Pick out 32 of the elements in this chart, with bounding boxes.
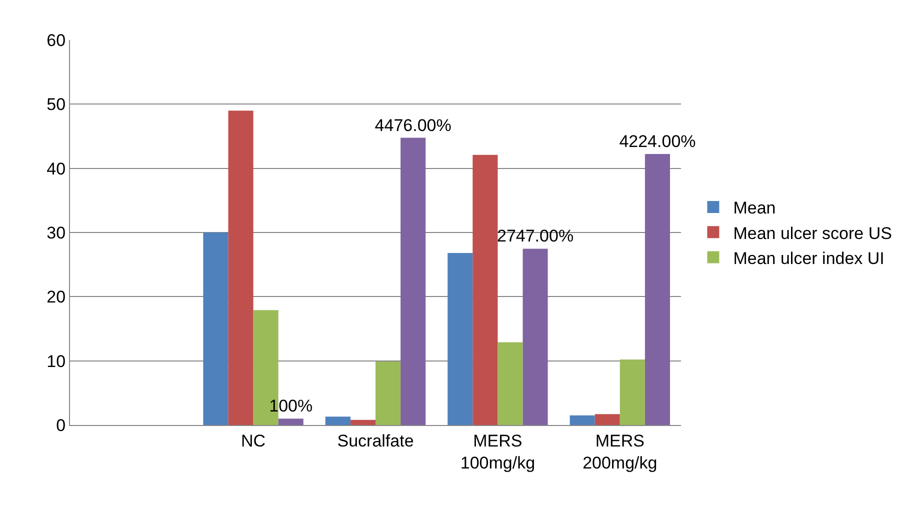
y-tick-label: 30 (46, 223, 66, 242)
bar (644, 154, 670, 425)
bar (570, 415, 595, 425)
bar (400, 138, 426, 425)
legend-label: Mean ulcer score US (733, 224, 892, 243)
bar (278, 418, 304, 425)
bar (203, 232, 228, 425)
bar (325, 416, 350, 425)
bar (594, 414, 620, 425)
bar (522, 248, 548, 425)
bar (620, 360, 645, 425)
bar (448, 253, 473, 425)
y-tick-label: 0 (56, 416, 66, 435)
x-tick-label: MERS 200mg/kg (582, 431, 658, 472)
y-tick-label: 40 (46, 159, 66, 178)
bar (228, 110, 254, 425)
y-tick-label: 20 (46, 288, 66, 307)
y-tick-label: 50 (46, 95, 66, 114)
bar (498, 342, 523, 425)
bar (376, 361, 401, 425)
data-label: 2747.00% (496, 226, 574, 246)
legend-label: Mean (733, 198, 776, 218)
data-label: 4476.00% (374, 116, 452, 135)
legend-label: Mean ulcer index UI (733, 248, 884, 268)
bar (350, 420, 376, 425)
bar (472, 154, 498, 425)
y-tick-label: 10 (46, 352, 66, 371)
x-tick-label: MERS 100mg/kg (460, 431, 536, 472)
x-tick-label: Sucralfate (337, 431, 414, 450)
data-label: 4224.00% (619, 132, 696, 151)
x-tick-label: NC (241, 431, 266, 450)
y-tick-label: 60 (46, 30, 66, 50)
